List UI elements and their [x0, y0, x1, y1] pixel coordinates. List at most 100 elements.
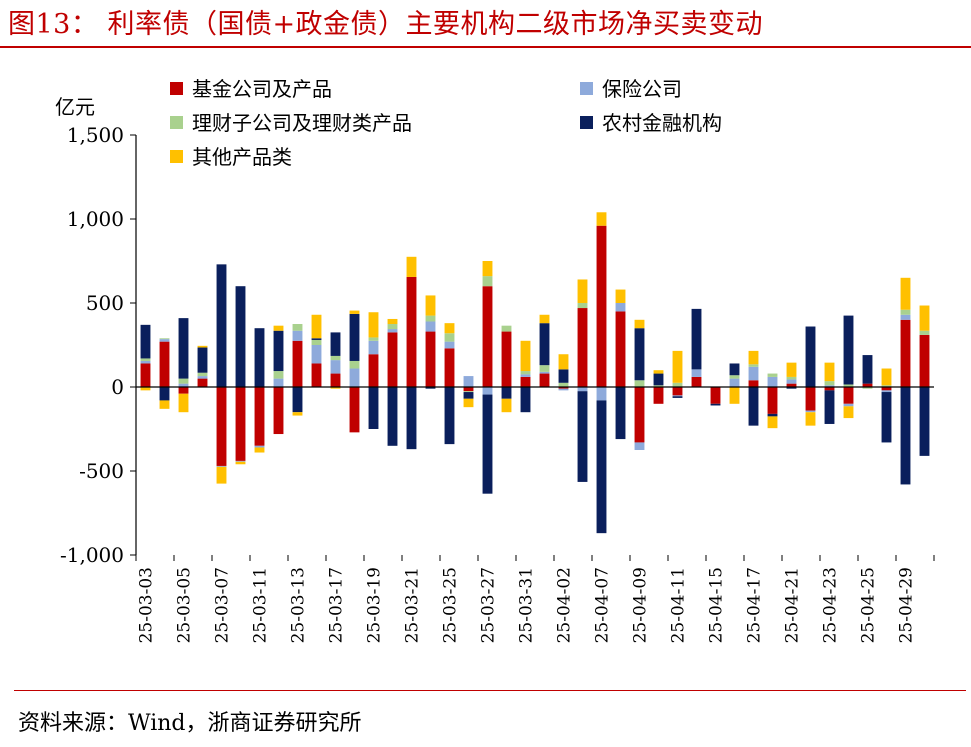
bar-segment	[311, 339, 322, 345]
bar-segment	[539, 365, 550, 372]
bar-segment	[368, 387, 379, 429]
bar-segment	[140, 387, 151, 391]
bar-segment	[919, 330, 930, 335]
bar-segment	[387, 329, 398, 333]
x-tick-label: 25-04-02	[555, 567, 575, 643]
bar-segment	[444, 341, 455, 349]
bar-segment	[349, 313, 360, 361]
bar-segment	[843, 403, 854, 407]
bar-segment	[862, 355, 873, 384]
bar-segment	[368, 340, 379, 355]
bar-segment	[900, 309, 911, 315]
bar-segment	[691, 308, 702, 370]
bar-segment	[596, 225, 607, 387]
bar-segment	[558, 382, 569, 387]
bar-segment	[919, 387, 930, 456]
bar-segment	[235, 461, 246, 465]
bar-segment	[387, 324, 398, 330]
y-tick-label: -1,000	[60, 543, 124, 567]
x-tick-label: 25-04-11	[669, 567, 689, 643]
bar-segment	[482, 276, 493, 287]
figure-title: 图13： 利率债（国债+政金债）主要机构二级市场净买卖变动	[8, 9, 764, 40]
bar-segment	[444, 323, 455, 334]
legend-label: 其他产品类	[192, 145, 292, 169]
bar-segment	[767, 416, 778, 429]
bar-segment	[824, 390, 835, 424]
bar-segment	[425, 321, 436, 332]
bar-segment	[824, 381, 835, 386]
bar-segment	[919, 334, 930, 387]
bar-segment	[330, 360, 341, 374]
bar-segment	[634, 328, 645, 381]
bar-segment	[178, 387, 189, 394]
bar-segment	[558, 369, 569, 383]
bar-segment	[482, 286, 493, 387]
bar-segment	[140, 358, 151, 361]
bar-segment	[349, 310, 360, 314]
bar-segment	[691, 369, 702, 377]
bar-segment	[805, 387, 816, 411]
bar-segment	[539, 373, 550, 387]
bar-segment	[330, 373, 341, 387]
bar-segment	[273, 330, 284, 372]
bar-segment	[881, 385, 892, 387]
bar-segment	[406, 387, 417, 450]
bar-segment	[843, 406, 854, 419]
bar-segment	[387, 387, 398, 446]
bar-segment	[368, 312, 379, 338]
bar-segment	[501, 331, 512, 387]
y-tick-label: 0	[111, 375, 124, 399]
bar-segment	[634, 442, 645, 450]
y-tick-label: 1,500	[67, 123, 124, 147]
bar-segment	[824, 385, 835, 387]
bar-segment	[539, 323, 550, 366]
bar-segment	[862, 383, 873, 387]
bar-segment	[729, 378, 740, 387]
bar-segment	[235, 286, 246, 387]
bar-segment	[425, 331, 436, 387]
bar-segment	[881, 390, 892, 393]
bar-segment	[216, 264, 227, 387]
bar-segment	[558, 387, 569, 389]
bar-segment	[463, 376, 474, 387]
bar-segment	[729, 375, 740, 379]
bar-segment	[216, 387, 227, 466]
bar-segment	[482, 261, 493, 277]
bar-segment	[615, 303, 626, 312]
bar-segment	[729, 363, 740, 376]
bar-segment	[273, 371, 284, 379]
x-axis-ticks: 25-03-03 25-03-05 25-03-07 25-03-11 25-03-13…	[135, 555, 935, 643]
x-tick-label: 25-04-17	[745, 567, 765, 643]
y-axis-label: 亿元	[55, 95, 95, 119]
bar-segment	[425, 387, 436, 389]
bar-segment	[634, 380, 645, 387]
bar-segment	[330, 332, 341, 356]
bar-segment	[672, 382, 683, 387]
x-tick-label: 25-04-23	[821, 567, 841, 643]
bar-segment	[596, 212, 607, 226]
bar-segment	[824, 387, 835, 391]
bar-segment	[634, 387, 645, 443]
bar-segment	[862, 387, 873, 389]
bar-segment	[520, 387, 531, 413]
legend-swatch	[170, 116, 183, 129]
legend-label: 理财子公司及理财类产品	[192, 111, 412, 135]
bar-segment	[596, 400, 607, 534]
x-tick-label: 25-03-11	[251, 567, 271, 643]
bar-segment	[159, 338, 170, 340]
bar-segment	[615, 311, 626, 387]
bar-segment	[767, 373, 778, 377]
bar-segment	[748, 350, 759, 365]
bar-segment	[178, 383, 189, 387]
bar-segment	[805, 410, 816, 413]
bar-segment	[197, 376, 208, 379]
bar-segment	[292, 340, 303, 387]
bar-segment	[178, 378, 189, 384]
bar-segment	[197, 347, 208, 373]
legend-swatch	[580, 82, 593, 95]
bar-segment	[691, 376, 702, 387]
bar-segment	[292, 387, 303, 413]
bar-segment	[520, 371, 531, 375]
bar-segment	[159, 341, 170, 387]
